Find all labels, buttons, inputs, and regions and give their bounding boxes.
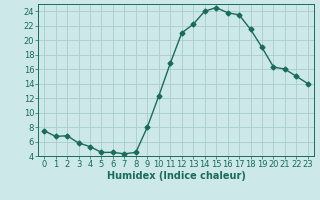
X-axis label: Humidex (Indice chaleur): Humidex (Indice chaleur) <box>107 171 245 181</box>
